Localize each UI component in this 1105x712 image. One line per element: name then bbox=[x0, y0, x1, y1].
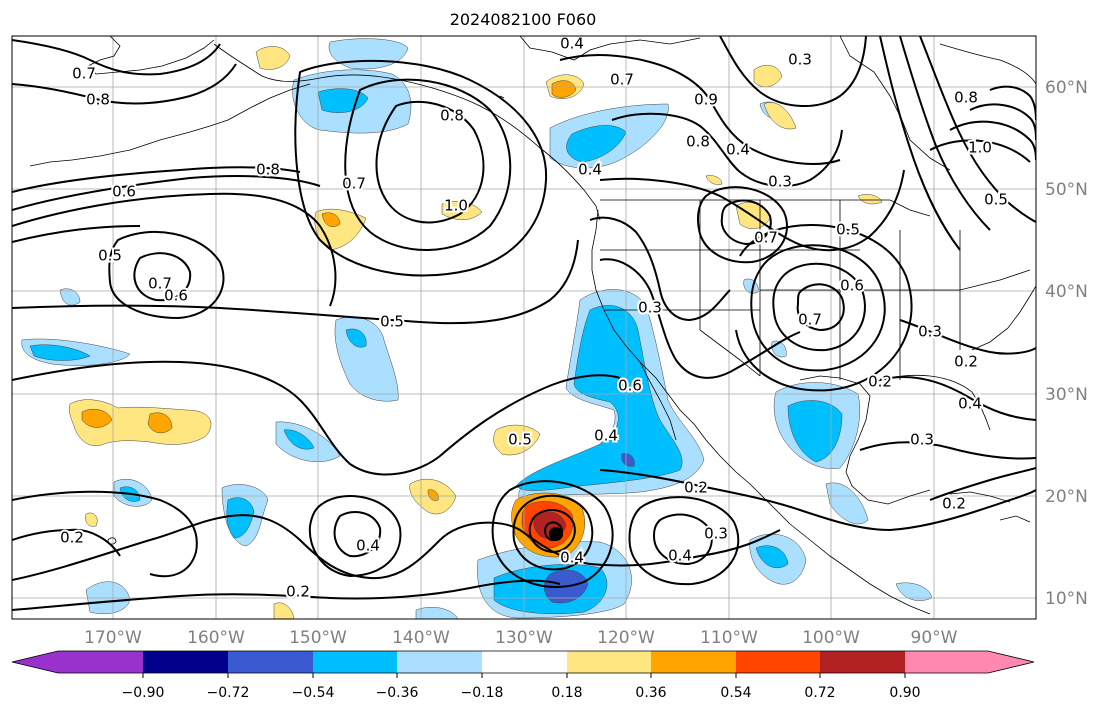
contour-label: 0.6 bbox=[164, 287, 188, 305]
colorbar-labels: −0.90 −0.72 −0.54 −0.36 −0.18 0.18 0.36 … bbox=[122, 685, 921, 701]
contour-label: 0.3 bbox=[768, 173, 792, 191]
lon-label: 150°W bbox=[289, 628, 347, 648]
colorbar-segment bbox=[905, 651, 988, 673]
contour-label: 1.0 bbox=[968, 139, 992, 157]
shaded-fields bbox=[21, 38, 933, 619]
contour-label: 0.2 bbox=[286, 583, 310, 601]
colorbar-label: 0.72 bbox=[804, 685, 835, 701]
contour-label: 0.7 bbox=[754, 229, 778, 247]
contour-label: 0.2 bbox=[868, 373, 892, 391]
colorbar-label: 0.36 bbox=[635, 685, 666, 701]
contour-label: 0.5 bbox=[508, 431, 532, 449]
colorbar-extend-low bbox=[12, 651, 58, 673]
colorbar-label: −0.72 bbox=[207, 685, 250, 701]
colorbar-segment bbox=[820, 651, 905, 673]
lat-label: 50°N bbox=[1045, 180, 1088, 200]
colorbar-extend-high bbox=[988, 651, 1034, 673]
colorbar-segment bbox=[482, 651, 567, 673]
colorbar-ticks bbox=[142, 673, 906, 678]
lat-label: 40°N bbox=[1045, 282, 1088, 302]
contour-label: 0.3 bbox=[788, 51, 812, 69]
colorbar-label: −0.90 bbox=[122, 685, 165, 701]
contour-label: 0.2 bbox=[684, 479, 708, 497]
lon-label: 140°W bbox=[392, 628, 450, 648]
lon-label: 160°W bbox=[187, 628, 245, 648]
colorbar-segment bbox=[143, 651, 228, 673]
contour-label: 0.3 bbox=[704, 525, 728, 543]
lat-label: 20°N bbox=[1045, 487, 1088, 507]
contour-label: 0.5 bbox=[984, 191, 1008, 209]
colorbar-label: −0.36 bbox=[376, 685, 419, 701]
lat-label: 10°N bbox=[1045, 589, 1088, 609]
colorbar-segment bbox=[228, 651, 313, 673]
contour-label: 0.7 bbox=[798, 311, 822, 329]
colorbar-label: −0.18 bbox=[461, 685, 504, 701]
colorbar-outline bbox=[11, 650, 1035, 674]
contour-label: 0.6 bbox=[618, 377, 642, 395]
contour-label: 0.8 bbox=[686, 133, 710, 151]
contour-label: 0.3 bbox=[638, 299, 662, 317]
lon-label: 110°W bbox=[700, 628, 758, 648]
contour-label: 0.4 bbox=[356, 537, 380, 555]
contour-label: 0.2 bbox=[60, 529, 84, 547]
contour-label: 0.5 bbox=[98, 247, 122, 265]
contour-label: 0.4 bbox=[560, 35, 584, 53]
contour-label: 0.5 bbox=[380, 313, 404, 331]
contour-label: 0.9 bbox=[694, 91, 718, 109]
map-frame bbox=[11, 35, 1037, 620]
contour-label: 0.7 bbox=[610, 71, 634, 89]
colorbar-label: 0.18 bbox=[551, 685, 582, 701]
colorbar-segment bbox=[313, 651, 397, 673]
contour-label: 0.4 bbox=[726, 141, 750, 159]
colorbar: −0.90 −0.72 −0.54 −0.36 −0.18 0.18 0.36 … bbox=[11, 650, 1035, 701]
contour-label: 1.0 bbox=[444, 197, 468, 215]
storm-center-marker bbox=[549, 527, 563, 541]
map-title: 2024082100 F060 bbox=[449, 10, 597, 29]
contour-label: 0.3 bbox=[910, 431, 934, 449]
colorbar-segment bbox=[58, 651, 143, 673]
contour-label: 0.4 bbox=[560, 549, 584, 567]
contour-label: 0.2 bbox=[942, 495, 966, 513]
latitude-labels: 60°N 50°N 40°N 30°N 20°N 10°N bbox=[1045, 78, 1088, 609]
contour-label: 0.5 bbox=[836, 221, 860, 239]
colorbar-segment bbox=[736, 651, 820, 673]
colorbar-segment bbox=[397, 651, 482, 673]
lat-label: 30°N bbox=[1045, 385, 1088, 405]
contour-label: 0.4 bbox=[594, 427, 618, 445]
contour-label: 0.7 bbox=[342, 175, 366, 193]
colorbar-segments bbox=[12, 651, 1034, 673]
lon-label: 170°W bbox=[84, 628, 142, 648]
contour-label: 0.4 bbox=[958, 395, 982, 413]
contour-label: 0.8 bbox=[86, 91, 110, 109]
lat-label: 60°N bbox=[1045, 78, 1088, 98]
contour-label: 0.4 bbox=[578, 161, 602, 179]
lon-label: 90°W bbox=[911, 628, 958, 648]
gridlines bbox=[12, 36, 1036, 619]
contour-label: 0.8 bbox=[440, 107, 464, 125]
lon-label: 100°W bbox=[802, 628, 860, 648]
contour-label: 0.6 bbox=[840, 277, 864, 295]
contour-label: 0.8 bbox=[256, 161, 280, 179]
map-panel: 0.7 0.8 0.4 0.3 0.7 0.9 0.8 0.8 0.8 0.4 1.0 0.8 0.4 0… bbox=[12, 35, 1036, 619]
contour-label: 0.8 bbox=[954, 89, 978, 107]
lon-label: 120°W bbox=[597, 628, 655, 648]
colorbar-label: −0.54 bbox=[292, 685, 335, 701]
lon-label: 130°W bbox=[495, 628, 553, 648]
contour-label: 0.2 bbox=[954, 353, 978, 371]
contour-label: 0.4 bbox=[668, 547, 692, 565]
colorbar-label: 0.54 bbox=[720, 685, 751, 701]
contour-label-layer: 0.7 0.8 0.4 0.3 0.7 0.9 0.8 0.8 0.8 0.4 1.0 0.8 0.4 0… bbox=[58, 35, 1010, 603]
colorbar-label: 0.90 bbox=[889, 685, 920, 701]
contour-label: 0.7 bbox=[148, 275, 172, 293]
contour-label: 0.6 bbox=[112, 183, 136, 201]
contour-lines bbox=[12, 36, 1036, 611]
contour-label: 0.7 bbox=[72, 65, 96, 83]
colorbar-segment bbox=[651, 651, 736, 673]
colorbar-segment bbox=[567, 651, 651, 673]
longitude-labels: 170°W 160°W 150°W 140°W 130°W 120°W 110°… bbox=[84, 628, 958, 648]
contour-label: 0.3 bbox=[918, 323, 942, 341]
